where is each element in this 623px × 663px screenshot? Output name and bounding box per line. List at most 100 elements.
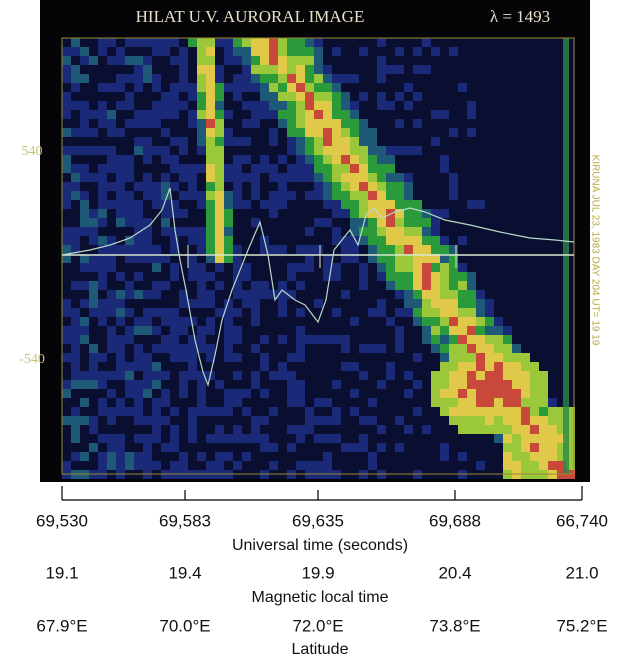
pixel [548,380,557,389]
pixel [359,362,368,371]
pixel [134,92,143,101]
pixel [323,371,332,380]
pixel [314,182,323,191]
pixel [251,110,260,119]
pixel [260,416,269,425]
pixel [512,245,521,254]
pixel [449,299,458,308]
pixel [80,344,89,353]
pixel [62,263,71,272]
pixel [188,65,197,74]
pixel [134,452,143,461]
pixel [269,92,278,101]
pixel [377,110,386,119]
pixel [422,92,431,101]
pixel [485,434,494,443]
pixel [71,101,80,110]
pixel [215,110,224,119]
pixel [530,191,539,200]
pixel [395,38,404,47]
pixel [161,461,170,470]
pixel [332,92,341,101]
pixel [134,209,143,218]
pixel [449,290,458,299]
pixel [62,56,71,65]
pixel [206,452,215,461]
pixel [494,443,503,452]
pixel [476,317,485,326]
pixel [116,74,125,83]
pixel [332,65,341,74]
pixel [305,101,314,110]
pixel [413,461,422,470]
pixel [395,200,404,209]
pixel [368,155,377,164]
pixel [152,443,161,452]
pixel [341,200,350,209]
pixel [332,380,341,389]
pixel [548,416,557,425]
wavelength: λ = 1493 [490,7,550,26]
pixel [386,101,395,110]
side-text: KIRUNA JUL 23, 1983 DAY 204 UT= 19 19 [589,155,600,346]
pixel [539,56,548,65]
pixel [548,146,557,155]
pixel [116,65,125,74]
pixel [503,335,512,344]
pixel [386,308,395,317]
pixel [62,227,71,236]
pixel [350,353,359,362]
pixel [377,128,386,137]
pixel [368,299,377,308]
pixel [350,281,359,290]
pixel [71,65,80,74]
pixel [170,92,179,101]
pixel [98,254,107,263]
pixel [80,119,89,128]
pixel [503,416,512,425]
pixel [116,416,125,425]
pixel [431,218,440,227]
pixel [332,164,341,173]
pixel [242,461,251,470]
pixel [431,119,440,128]
pixel [386,317,395,326]
pixel [566,452,575,461]
pixel [350,425,359,434]
pixel [260,326,269,335]
pixel [503,65,512,74]
pixel [449,182,458,191]
pixel [98,263,107,272]
pixel [503,218,512,227]
pixel [152,191,161,200]
pixel [458,92,467,101]
pixel [458,263,467,272]
pixel [242,110,251,119]
pixel [557,461,566,470]
pixel [314,398,323,407]
pixel [530,344,539,353]
pixel [206,335,215,344]
pixel [440,335,449,344]
pixel [440,65,449,74]
pixel [116,452,125,461]
pixel [233,200,242,209]
pixel [62,155,71,164]
pixel [557,434,566,443]
pixel [323,38,332,47]
pixel [467,407,476,416]
pixel [422,461,431,470]
pixel [170,335,179,344]
pixel [359,173,368,182]
pixel [323,56,332,65]
pixel [404,407,413,416]
pixel [305,335,314,344]
pixel [251,263,260,272]
pixel [521,452,530,461]
pixel [503,74,512,83]
pixel [431,56,440,65]
pixel [503,128,512,137]
pixel [332,317,341,326]
pixel [386,65,395,74]
pixel [179,362,188,371]
